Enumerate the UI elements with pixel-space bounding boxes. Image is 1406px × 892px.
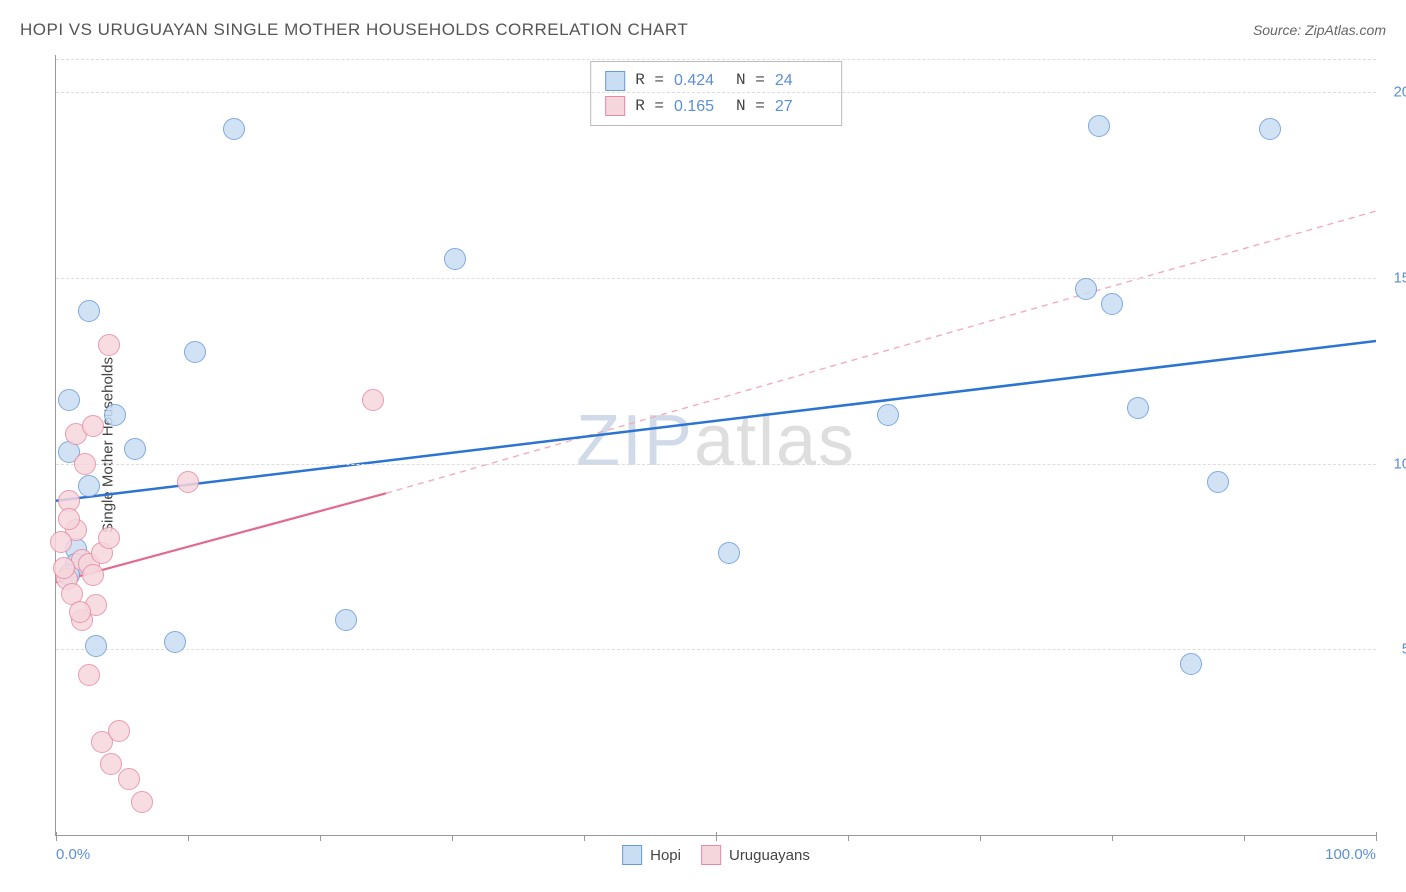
x-tick xyxy=(584,835,585,841)
y-tick-label: 20.0% xyxy=(1393,84,1406,101)
x-tick-label: 0.0% xyxy=(56,846,90,863)
data-point xyxy=(444,248,466,270)
data-point xyxy=(58,508,80,530)
n-label: N = xyxy=(736,94,765,120)
x-tick xyxy=(716,832,717,841)
n-label: N = xyxy=(736,68,765,94)
r-value-uruguayans: 0.165 xyxy=(674,94,726,120)
data-point xyxy=(362,389,384,411)
regression-line xyxy=(56,341,1376,501)
data-point xyxy=(164,631,186,653)
data-point xyxy=(118,768,140,790)
legend-stats-row: R = 0.165 N = 27 xyxy=(605,94,827,120)
gridline xyxy=(56,59,1376,60)
y-tick-label: 5.0% xyxy=(1402,641,1406,658)
data-point xyxy=(1180,653,1202,675)
data-point xyxy=(335,609,357,631)
data-point xyxy=(98,527,120,549)
data-point xyxy=(177,471,199,493)
legend-label: Hopi xyxy=(650,847,681,864)
data-point xyxy=(1259,118,1281,140)
data-point xyxy=(50,531,72,553)
legend-swatch-uruguayans xyxy=(605,96,625,116)
watermark: ZIPatlas xyxy=(576,400,856,482)
watermark-rest: atlas xyxy=(694,401,856,481)
x-tick xyxy=(56,832,57,841)
data-point xyxy=(124,438,146,460)
x-tick xyxy=(848,835,849,841)
legend-stats-row: R = 0.424 N = 24 xyxy=(605,68,827,94)
x-tick xyxy=(188,835,189,841)
legend-stats: R = 0.424 N = 24 R = 0.165 N = 27 xyxy=(590,61,842,126)
data-point xyxy=(74,453,96,475)
data-point xyxy=(98,334,120,356)
gridline xyxy=(56,649,1376,650)
legend-swatch-uruguayans xyxy=(701,845,721,865)
watermark-first: ZIP xyxy=(576,401,694,481)
x-tick xyxy=(1112,835,1113,841)
data-point xyxy=(53,557,75,579)
data-point xyxy=(78,664,100,686)
data-point xyxy=(1075,278,1097,300)
n-value-hopi: 24 xyxy=(775,68,827,94)
legend-swatch-hopi xyxy=(622,845,642,865)
legend-item-hopi: Hopi xyxy=(622,845,681,865)
x-tick xyxy=(320,835,321,841)
data-point xyxy=(1207,471,1229,493)
x-tick xyxy=(452,835,453,841)
regression-line xyxy=(386,211,1376,493)
r-label: R = xyxy=(635,94,664,120)
gridline xyxy=(56,278,1376,279)
data-point xyxy=(1088,115,1110,137)
header: HOPI VS URUGUAYAN SINGLE MOTHER HOUSEHOL… xyxy=(20,20,1386,40)
y-tick-label: 10.0% xyxy=(1393,455,1406,472)
data-point xyxy=(69,601,91,623)
data-point xyxy=(184,341,206,363)
data-point xyxy=(718,542,740,564)
n-value-uruguayans: 27 xyxy=(775,94,827,120)
data-point xyxy=(131,791,153,813)
legend-series: Hopi Uruguayans xyxy=(622,845,810,865)
gridline xyxy=(56,464,1376,465)
data-point xyxy=(104,404,126,426)
legend-swatch-hopi xyxy=(605,71,625,91)
legend-label: Uruguayans xyxy=(729,847,810,864)
legend-item-uruguayans: Uruguayans xyxy=(701,845,810,865)
data-point xyxy=(108,720,130,742)
r-label: R = xyxy=(635,68,664,94)
x-tick xyxy=(1376,832,1377,841)
chart-container: Single Mother Households ZIPatlas R = 0.… xyxy=(55,55,1375,835)
data-point xyxy=(223,118,245,140)
x-tick-label: 100.0% xyxy=(1325,846,1376,863)
data-point xyxy=(78,300,100,322)
chart-title: HOPI VS URUGUAYAN SINGLE MOTHER HOUSEHOL… xyxy=(20,20,688,40)
data-point xyxy=(82,415,104,437)
regression-lines xyxy=(56,55,1376,835)
data-point xyxy=(82,564,104,586)
source-attribution: Source: ZipAtlas.com xyxy=(1253,22,1386,38)
plot-area: ZIPatlas R = 0.424 N = 24 R = 0.165 N = … xyxy=(55,55,1376,836)
x-tick xyxy=(1244,835,1245,841)
y-tick-label: 15.0% xyxy=(1393,269,1406,286)
data-point xyxy=(58,389,80,411)
data-point xyxy=(85,635,107,657)
data-point xyxy=(1101,293,1123,315)
data-point xyxy=(1127,397,1149,419)
data-point xyxy=(78,475,100,497)
x-tick xyxy=(980,835,981,841)
data-point xyxy=(877,404,899,426)
r-value-hopi: 0.424 xyxy=(674,68,726,94)
gridline xyxy=(56,92,1376,93)
